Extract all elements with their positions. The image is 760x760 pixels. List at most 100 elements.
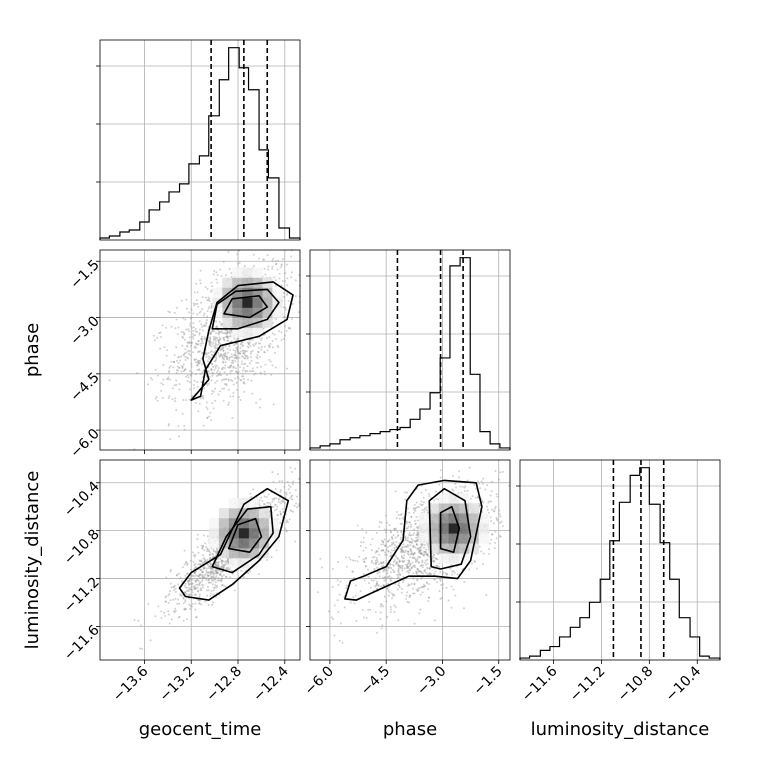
joint-phase-luminosity-distance-point — [378, 575, 381, 578]
joint-phase-luminosity-distance-point — [421, 559, 424, 562]
joint-geocent-time-phase-point — [204, 296, 207, 299]
joint-phase-luminosity-distance-point — [459, 485, 462, 488]
joint-geocent-time-phase-point — [214, 336, 217, 339]
joint-phase-luminosity-distance-point — [409, 541, 412, 544]
joint-phase-luminosity-distance-point — [486, 484, 489, 487]
joint-geocent-time-luminosity-distance-point — [188, 578, 191, 581]
joint-phase-luminosity-distance-point — [451, 573, 454, 576]
joint-geocent-time-phase-point — [275, 338, 278, 341]
joint-phase-luminosity-distance-point — [484, 488, 487, 491]
joint-geocent-time-phase-point — [211, 329, 214, 332]
joint-geocent-time-luminosity-distance-point — [279, 512, 282, 515]
joint-phase-luminosity-distance-point — [406, 567, 409, 570]
joint-phase-luminosity-distance-point — [424, 552, 427, 555]
joint-geocent-time-phase-point — [227, 379, 230, 382]
joint-phase-luminosity-distance-point — [424, 584, 427, 587]
joint-geocent-time-luminosity-distance-point — [210, 570, 213, 573]
joint-geocent-time-luminosity-distance-point — [174, 587, 177, 590]
joint-geocent-time-luminosity-distance-point — [189, 578, 192, 581]
joint-geocent-time-phase-density-cell — [252, 297, 263, 308]
joint-phase-luminosity-distance-point — [393, 559, 396, 562]
joint-geocent-time-luminosity-distance-point — [195, 616, 198, 619]
joint-phase-luminosity-distance-point — [412, 507, 415, 510]
joint-geocent-time-luminosity-distance-point — [284, 496, 287, 499]
joint-geocent-time-luminosity-distance-point — [183, 607, 186, 610]
joint-geocent-time-phase-point — [167, 423, 170, 426]
joint-geocent-time-phase-point — [212, 371, 215, 374]
joint-phase-luminosity-distance-point — [416, 519, 419, 522]
joint-phase-luminosity-distance-point — [419, 608, 422, 611]
joint-geocent-time-luminosity-distance-point — [200, 544, 203, 547]
joint-geocent-time-luminosity-distance-point — [202, 544, 205, 547]
joint-phase-luminosity-distance-point — [362, 573, 365, 576]
joint-geocent-time-luminosity-distance-point — [190, 583, 193, 586]
joint-geocent-time-phase-point — [235, 356, 238, 359]
joint-geocent-time-phase-point — [170, 360, 173, 363]
joint-phase-luminosity-distance-point — [414, 522, 417, 525]
joint-geocent-time-phase-point — [186, 345, 189, 348]
joint-phase-luminosity-distance-point — [390, 536, 393, 539]
joint-geocent-time-phase-point — [212, 273, 215, 276]
joint-geocent-time-phase-point — [288, 326, 291, 329]
joint-geocent-time-luminosity-distance-point — [283, 527, 286, 530]
joint-geocent-time-phase-point — [224, 364, 227, 367]
joint-phase-luminosity-distance-point — [408, 584, 411, 587]
joint-geocent-time-phase-point — [206, 353, 209, 356]
joint-geocent-time-phase-point — [201, 396, 204, 399]
joint-geocent-time-phase-point — [191, 332, 194, 335]
joint-geocent-time-phase-point — [224, 361, 227, 364]
joint-geocent-time-luminosity-distance-point — [179, 594, 182, 597]
joint-geocent-time-phase-point — [219, 322, 222, 325]
joint-geocent-time-phase-point — [224, 331, 227, 334]
joint-phase-luminosity-distance-point — [397, 584, 400, 587]
joint-phase-luminosity-distance-point — [497, 478, 500, 481]
joint-geocent-time-phase-point — [226, 339, 229, 342]
joint-geocent-time-luminosity-distance-point — [169, 570, 172, 573]
joint-phase-luminosity-distance-point — [383, 579, 386, 582]
joint-geocent-time-luminosity-distance-point — [211, 583, 214, 586]
joint-geocent-time-phase-point — [189, 374, 192, 377]
joint-phase-luminosity-distance-point — [337, 610, 340, 613]
joint-geocent-time-phase-point — [229, 372, 232, 375]
joint-geocent-time-phase-point — [257, 257, 260, 260]
joint-geocent-time-luminosity-distance-point — [207, 574, 210, 577]
joint-geocent-time-phase-point — [198, 328, 201, 331]
joint-phase-luminosity-distance-point — [412, 553, 415, 556]
joint-geocent-time-luminosity-distance-point — [167, 594, 170, 597]
joint-phase-luminosity-distance-point — [388, 575, 391, 578]
joint-phase-luminosity-distance-point — [433, 554, 436, 557]
joint-phase-luminosity-distance-point — [365, 531, 368, 534]
joint-geocent-time-luminosity-distance-point — [220, 566, 223, 569]
joint-geocent-time-phase-point — [220, 379, 223, 382]
joint-geocent-time-phase-point — [249, 345, 252, 348]
joint-phase-luminosity-distance-point — [407, 525, 410, 528]
joint-geocent-time-phase-point — [167, 424, 170, 427]
joint-geocent-time-luminosity-distance-point — [201, 570, 204, 573]
joint-geocent-time-luminosity-distance-point — [252, 488, 255, 491]
joint-phase-luminosity-distance-point — [415, 588, 418, 591]
joint-geocent-time-phase-point — [199, 269, 202, 272]
joint-phase-luminosity-distance-scatter — [316, 466, 511, 644]
joint-phase-luminosity-distance-point — [345, 565, 348, 568]
joint-geocent-time-luminosity-distance-point — [295, 495, 298, 498]
joint-phase-luminosity-distance-point — [394, 555, 397, 558]
joint-geocent-time-phase-point — [208, 305, 211, 308]
joint-geocent-time-luminosity-distance-point — [227, 560, 230, 563]
joint-geocent-time-phase-point — [271, 332, 274, 335]
joint-geocent-time-luminosity-distance-point — [190, 588, 193, 591]
joint-geocent-time-phase-point — [161, 324, 164, 327]
joint-geocent-time-luminosity-distance-point — [203, 549, 206, 552]
joint-geocent-time-luminosity-distance-point — [282, 511, 285, 514]
joint-geocent-time-phase-point — [235, 356, 238, 359]
joint-geocent-time-phase-point — [230, 329, 233, 332]
joint-geocent-time-luminosity-distance-point — [203, 577, 206, 580]
joint-geocent-time-luminosity-distance-point — [201, 562, 204, 565]
joint-phase-luminosity-distance-point — [402, 550, 405, 553]
joint-phase-luminosity-distance-point — [386, 588, 389, 591]
joint-phase-luminosity-distance-point — [401, 548, 404, 551]
joint-phase-luminosity-distance-point — [494, 505, 497, 508]
joint-phase-luminosity-distance-point — [455, 481, 458, 484]
joint-phase-luminosity-distance-point — [419, 569, 422, 572]
joint-phase-luminosity-distance-point — [494, 470, 497, 473]
joint-geocent-time-luminosity-distance-point — [276, 513, 279, 516]
